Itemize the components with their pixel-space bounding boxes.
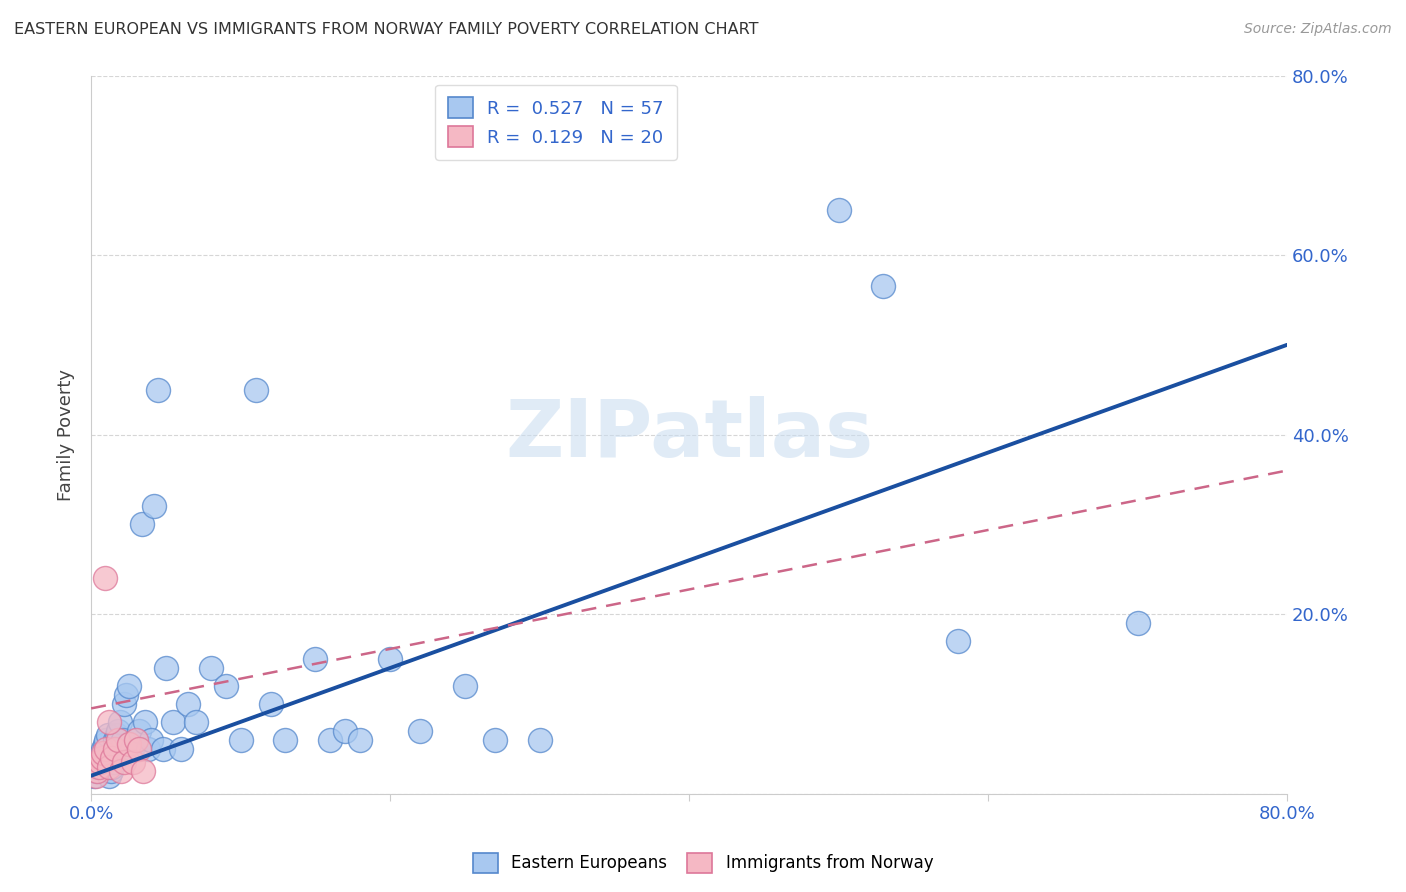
Point <box>131 517 153 532</box>
Point <box>90 751 112 765</box>
Point <box>117 737 139 751</box>
Point <box>409 723 432 738</box>
Point <box>94 732 117 747</box>
Point <box>89 751 111 765</box>
Point <box>274 732 297 747</box>
Point <box>104 732 127 747</box>
Point <box>104 741 127 756</box>
Point <box>86 760 108 774</box>
Point <box>827 203 849 218</box>
Point <box>125 732 148 747</box>
Point <box>378 652 401 666</box>
Point <box>114 688 136 702</box>
Point <box>97 728 120 742</box>
Point <box>110 764 132 779</box>
Point <box>98 714 121 729</box>
Point <box>98 769 121 783</box>
Point <box>101 751 124 765</box>
Point <box>319 732 342 747</box>
Point <box>107 723 129 738</box>
Point <box>112 697 135 711</box>
Point <box>83 769 105 783</box>
Legend: Eastern Europeans, Immigrants from Norway: Eastern Europeans, Immigrants from Norwa… <box>467 847 939 880</box>
Point <box>148 383 170 397</box>
Point <box>128 741 150 756</box>
Point <box>948 634 970 648</box>
Point <box>152 741 174 756</box>
Point <box>91 741 114 756</box>
Point <box>529 732 551 747</box>
Point <box>91 746 114 760</box>
Point <box>136 741 159 756</box>
Point <box>93 571 115 585</box>
Point <box>215 679 238 693</box>
Text: EASTERN EUROPEAN VS IMMIGRANTS FROM NORWAY FAMILY POVERTY CORRELATION CHART: EASTERN EUROPEAN VS IMMIGRANTS FROM NORW… <box>14 22 759 37</box>
Point <box>108 714 131 729</box>
Point <box>170 741 193 756</box>
Point <box>125 732 148 747</box>
Point <box>304 652 326 666</box>
Point <box>101 760 124 774</box>
Text: Source: ZipAtlas.com: Source: ZipAtlas.com <box>1244 22 1392 37</box>
Point <box>155 661 177 675</box>
Point <box>121 741 143 756</box>
Point <box>200 661 222 675</box>
Point <box>89 756 111 770</box>
Point <box>122 756 145 770</box>
Point <box>177 697 200 711</box>
Point <box>1126 616 1149 631</box>
Point <box>349 732 371 747</box>
Point <box>142 500 165 514</box>
Point <box>87 760 110 774</box>
Point <box>100 764 122 779</box>
Point <box>103 756 125 770</box>
Point <box>132 764 155 779</box>
Point <box>128 723 150 738</box>
Point <box>162 714 184 729</box>
Point <box>184 714 207 729</box>
Point <box>872 279 894 293</box>
Point <box>93 737 115 751</box>
Point <box>259 697 281 711</box>
Point <box>245 383 267 397</box>
Point <box>139 732 162 747</box>
Legend: R =  0.527   N = 57, R =  0.129   N = 20: R = 0.527 N = 57, R = 0.129 N = 20 <box>434 85 676 160</box>
Point <box>229 732 252 747</box>
Point <box>484 732 506 747</box>
Y-axis label: Family Poverty: Family Poverty <box>58 368 75 500</box>
Point <box>335 723 357 738</box>
Point <box>84 764 107 779</box>
Text: ZIPatlas: ZIPatlas <box>505 395 873 474</box>
Point <box>112 756 135 770</box>
Point <box>134 714 156 729</box>
Point <box>110 741 132 756</box>
Point <box>107 732 129 747</box>
Point <box>105 728 128 742</box>
Point <box>94 741 117 756</box>
Point <box>87 756 110 770</box>
Point <box>86 764 108 779</box>
Point <box>84 769 107 783</box>
Point <box>111 732 134 747</box>
Point <box>90 746 112 760</box>
Point <box>454 679 477 693</box>
Point <box>98 760 121 774</box>
Point <box>117 679 139 693</box>
